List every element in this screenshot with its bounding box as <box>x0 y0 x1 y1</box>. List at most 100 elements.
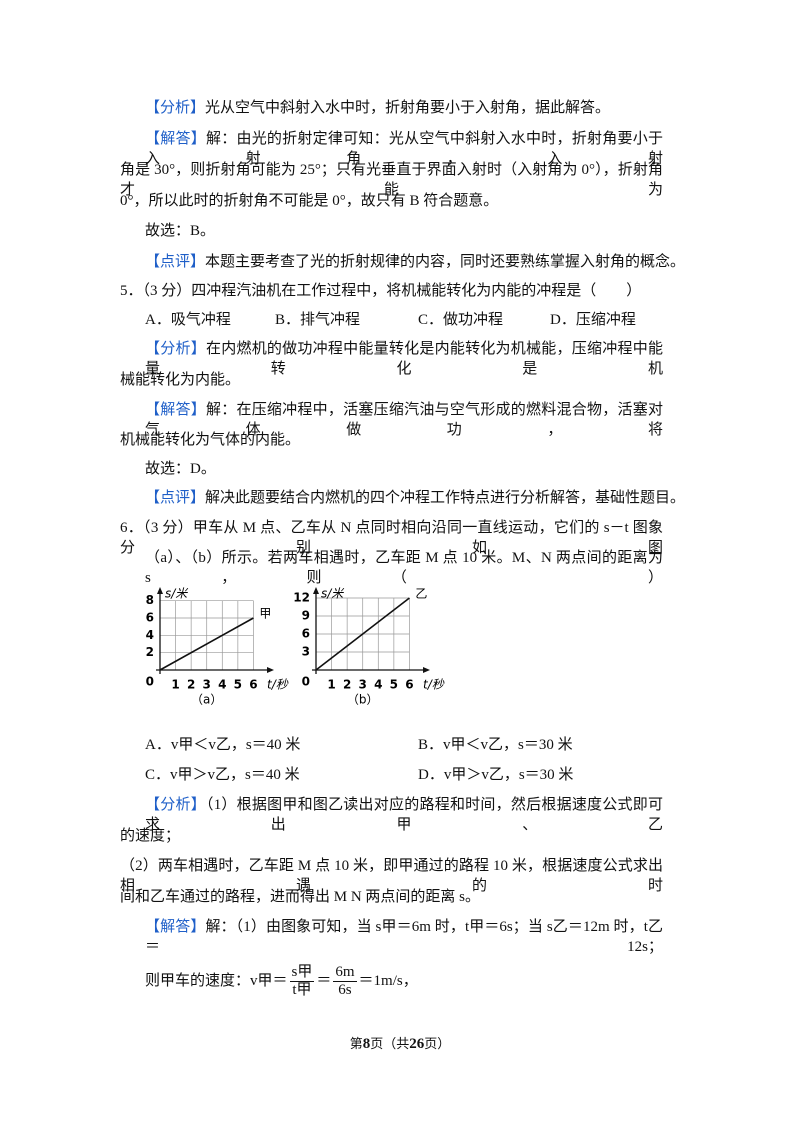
page-footer: 第8页（共26页） <box>0 1033 800 1053</box>
section-tag: 【点评】 <box>145 254 206 270</box>
origin-label: 0 <box>146 675 154 689</box>
text: ＝ <box>316 972 332 989</box>
text-line: 【解答】解：（1）由图象可知，当 s甲＝6m 时，t甲＝6s；当 s乙＝12m … <box>145 917 663 957</box>
text: 则甲车的速度：v甲＝ <box>145 972 288 989</box>
footer-text: 页） <box>424 1036 451 1051</box>
y-tick-label: 3 <box>302 645 310 659</box>
option: B．v甲＜v乙，s＝30 米 <box>418 737 573 753</box>
x-tick-label: 3 <box>203 678 211 692</box>
y-tick-label: 8 <box>146 593 154 607</box>
section-tag: 【分析】 <box>145 341 206 357</box>
text-line: 【点评】解决此题要结合内燃机的四个冲程工作特点进行分析解答，基础性题目。 <box>145 488 685 508</box>
text: 间和乙车通过的路程，进而得出 M N 两点间的距离 s。 <box>120 889 481 905</box>
footer-text: 第 <box>349 1036 363 1051</box>
caption: （a） <box>191 693 222 707</box>
text: 机械能转化为气体的内能。 <box>120 432 301 448</box>
numerator: s甲 <box>289 964 315 982</box>
x-tick-label: 6 <box>249 678 257 692</box>
x-tick-label: 5 <box>234 678 242 692</box>
text: 本题主要考查了光的折射规律的内容，同时还要熟练掌握入射角的概念。 <box>205 254 686 270</box>
text: 角是 30°，则折射角可能为 25°；只有光垂直于界面入射时（入射角为 0°），… <box>120 162 663 198</box>
section-tag: 【分析】 <box>145 100 206 116</box>
footer-text: 页（共 <box>370 1036 410 1051</box>
series-line <box>315 597 410 671</box>
text: 光从空气中斜射入水中时，折射角要小于入射角，据此解答。 <box>205 100 611 116</box>
x-tick-label: 4 <box>218 678 226 692</box>
y-tick-label: 9 <box>302 609 310 623</box>
text: 解：（1）由图象可知，当 s甲＝6m 时，t甲＝6s；当 s乙＝12m 时，t乙… <box>145 919 663 955</box>
arrow <box>313 587 319 594</box>
y-tick-label: 2 <box>146 645 154 659</box>
section-tag: 【解答】 <box>145 919 206 935</box>
text: 在内燃机的做功冲程中能量转化是内能转化为机械能，压缩冲程中能量转化是机 <box>145 341 663 377</box>
text: （2）两车相遇时，乙车距 M 点 10 米，即甲通过的路程 10 米，根据速度公… <box>120 858 663 894</box>
y-tick-label: 12 <box>293 591 310 605</box>
denominator: 6s <box>338 982 352 998</box>
text: ＝1m/s， <box>358 972 418 989</box>
text-line: 角是 30°，则折射角可能为 25°；只有光垂直于界面入射时（入射角为 0°），… <box>120 160 663 200</box>
text-line: 【解答】解：在压缩冲程中，活塞压缩汽油与空气形成的燃料混合物，活塞对气体做功，将 <box>145 400 663 440</box>
origin-label: 0 <box>302 675 310 689</box>
text: （1）根据图甲和图乙读出对应的路程和时间，然后根据速度公式即可求出甲、乙 <box>145 797 663 833</box>
caption: （b） <box>347 693 379 707</box>
text-line: 械能转化为内能。 <box>120 370 240 390</box>
y-axis-label: s/米 <box>321 587 345 601</box>
text: （a）、（b）所示。若两车相遇时，乙车距 M 点 10 米。M、N 两点间的距离… <box>145 550 663 586</box>
text-line: 0°，所以此时的折射角不可能是 0°，故只有 B 符合题意。 <box>120 191 498 211</box>
text-line: 故选：B。 <box>145 221 215 241</box>
text: 故选：D。 <box>145 461 216 477</box>
series-label: 乙 <box>415 587 427 601</box>
section-tag: 【解答】 <box>145 131 206 147</box>
text: 解决此题要结合内燃机的四个冲程工作特点进行分析解答，基础性题目。 <box>205 490 686 506</box>
text: 5．（3 分）四冲程汽油机在工作过程中，将机械能转化为内能的冲程是（ ） <box>120 283 642 299</box>
option: C．v甲＞v乙，s＝40 米 <box>145 767 300 783</box>
x-tick-label: 1 <box>327 678 335 692</box>
text-line: 【点评】本题主要考查了光的折射规律的内容，同时还要熟练掌握入射角的概念。 <box>145 252 685 272</box>
text: 6．（3 分）甲车从 M 点、乙车从 N 点同时相向沿同一直线运动，它们的 s－… <box>120 520 663 556</box>
x-axis-label: t/秒 <box>423 678 445 692</box>
section-tag: 【分析】 <box>145 797 206 813</box>
text-line: 【分析】光从空气中斜射入水中时，折射角要小于入射角，据此解答。 <box>145 98 610 118</box>
footer-text: 8 <box>362 1036 371 1052</box>
text-line: 间和乙车通过的路程，进而得出 M N 两点间的距离 s。 <box>120 887 480 907</box>
text-line: 6．（3 分）甲车从 M 点、乙车从 N 点同时相向沿同一直线运动，它们的 s－… <box>120 518 663 558</box>
arrow <box>157 587 163 594</box>
text: 解：由光的折射定律可知：光从空气中斜射入水中时，折射角要小于入射角，入射 <box>145 131 663 167</box>
text-line: 则甲车的速度：v甲＝ s甲 t甲＝ 6m 6s ＝1m/s， <box>145 964 418 999</box>
arrow <box>423 667 430 673</box>
text-line: （2）两车相遇时，乙车距 M 点 10 米，即甲通过的路程 10 米，根据速度公… <box>120 856 663 896</box>
x-tick-label: 6 <box>405 678 413 692</box>
x-tick-label: 2 <box>187 678 195 692</box>
text: 故选：B。 <box>145 223 216 239</box>
text: 械能转化为内能。 <box>120 372 241 388</box>
y-tick-label: 6 <box>146 611 154 625</box>
option: D．v甲＞v乙，s＝30 米 <box>418 767 574 783</box>
x-tick-label: 2 <box>343 678 351 692</box>
series-label: 甲 <box>259 607 271 621</box>
x-tick-label: 1 <box>171 678 179 692</box>
text: 解：在压缩冲程中，活塞压缩汽油与空气形成的燃料混合物，活塞对气体做功，将 <box>145 402 663 438</box>
y-axis-label: s/米 <box>165 587 189 601</box>
x-axis-label: t/秒 <box>267 678 289 692</box>
section-tag: 【解答】 <box>145 402 206 418</box>
footer-text: 26 <box>409 1036 425 1052</box>
option: A．吸气冲程 <box>145 312 231 328</box>
x-tick-label: 3 <box>359 678 367 692</box>
option: D．压缩冲程 <box>550 312 636 328</box>
y-tick-label: 4 <box>146 628 154 642</box>
text-line: 【解答】解：由光的折射定律可知：光从空气中斜射入水中时，折射角要小于入射角，入射 <box>145 129 663 169</box>
option: B．排气冲程 <box>275 312 361 328</box>
text: 0°，所以此时的折射角不可能是 0°，故只有 B 符合题意。 <box>120 193 499 209</box>
text-line: 的速度； <box>120 826 180 846</box>
fraction: s甲 t甲 <box>289 964 315 999</box>
text: 的速度； <box>120 828 181 844</box>
series-line <box>159 617 254 671</box>
numerator: 6m <box>333 964 357 982</box>
section-tag: 【点评】 <box>145 490 206 506</box>
text-line: （a）、（b）所示。若两车相遇时，乙车距 M 点 10 米。M、N 两点间的距离… <box>145 548 663 588</box>
option: C．做功冲程 <box>418 312 504 328</box>
denominator: t甲 <box>292 982 312 998</box>
x-tick-label: 4 <box>374 678 382 692</box>
